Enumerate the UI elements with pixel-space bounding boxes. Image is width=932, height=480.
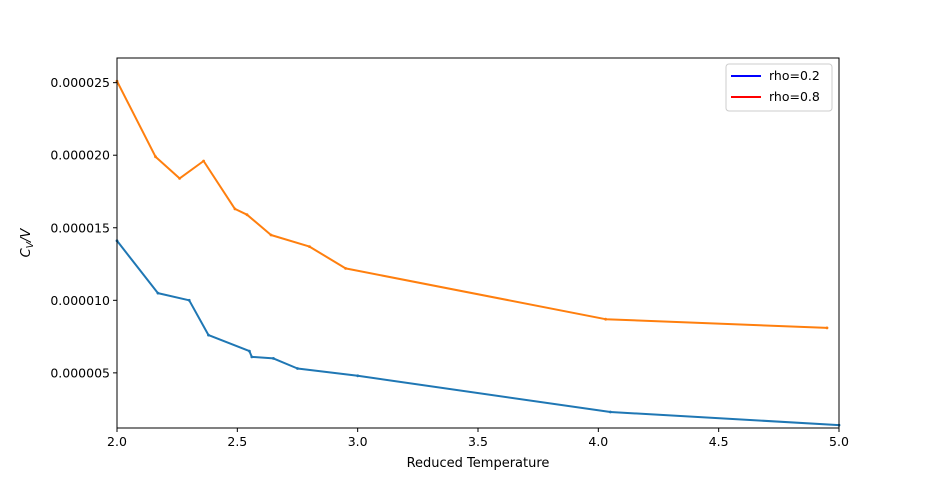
series-point-1 bbox=[308, 245, 311, 249]
x-axis-ticks: 2.0 2.5 3.0 3.5 4.0 4.5 5.0 bbox=[107, 428, 849, 449]
y-tick-label: 0.000020 bbox=[50, 148, 110, 163]
series-point-0 bbox=[296, 367, 299, 370]
legend-label-rho-0-2: rho=0.2 bbox=[769, 68, 820, 83]
x-tick-label: 4.0 bbox=[588, 434, 608, 449]
series-point-0 bbox=[156, 291, 160, 295]
series-point-0 bbox=[187, 298, 191, 302]
series-point-1 bbox=[154, 155, 157, 159]
x-tick-label: 2.5 bbox=[227, 434, 247, 449]
series-point-0 bbox=[356, 374, 360, 378]
series-point-0 bbox=[250, 355, 254, 359]
y-tick-label: 0.000010 bbox=[50, 293, 110, 308]
y-tick-label: 0.000005 bbox=[50, 365, 110, 380]
plot-frame bbox=[116, 57, 840, 429]
series-point-0 bbox=[609, 410, 612, 414]
series-point-1 bbox=[269, 233, 273, 237]
series-point-1 bbox=[604, 317, 607, 321]
legend: rho=0.2 rho=0.8 bbox=[725, 63, 833, 112]
series-point-1 bbox=[233, 207, 237, 211]
series-point-0 bbox=[248, 349, 251, 353]
series-point-1 bbox=[245, 213, 249, 217]
y-tick-label: 0.000025 bbox=[50, 75, 110, 90]
series-point-1 bbox=[178, 177, 182, 180]
x-tick-label: 5.0 bbox=[829, 434, 849, 449]
y-axis-label: CV/V bbox=[19, 227, 36, 257]
series-point-0 bbox=[207, 333, 210, 337]
y-axis-label-suffix: /V bbox=[19, 227, 34, 242]
y-axis-label-main: C bbox=[19, 247, 34, 257]
series-point-1 bbox=[202, 159, 206, 163]
y-axis-label-sub: V bbox=[25, 240, 36, 248]
series-point-1 bbox=[344, 267, 347, 270]
x-tick-label: 2.0 bbox=[107, 434, 127, 449]
y-tick-label: 0.000015 bbox=[50, 220, 110, 235]
x-tick-label: 3.0 bbox=[348, 434, 368, 449]
y-axis-ticks: 0.000005 0.000010 0.000015 0.000020 0.000025 bbox=[50, 75, 117, 380]
x-axis-label: Reduced Temperature bbox=[407, 456, 550, 471]
series-point-0 bbox=[272, 357, 275, 360]
x-tick-label: 4.5 bbox=[709, 434, 729, 449]
series-layer bbox=[115, 79, 841, 427]
x-tick-label: 3.5 bbox=[468, 434, 488, 449]
plot-background bbox=[117, 58, 839, 428]
series-point-1 bbox=[825, 326, 829, 330]
legend-label-rho-0-8: rho=0.8 bbox=[769, 89, 820, 104]
